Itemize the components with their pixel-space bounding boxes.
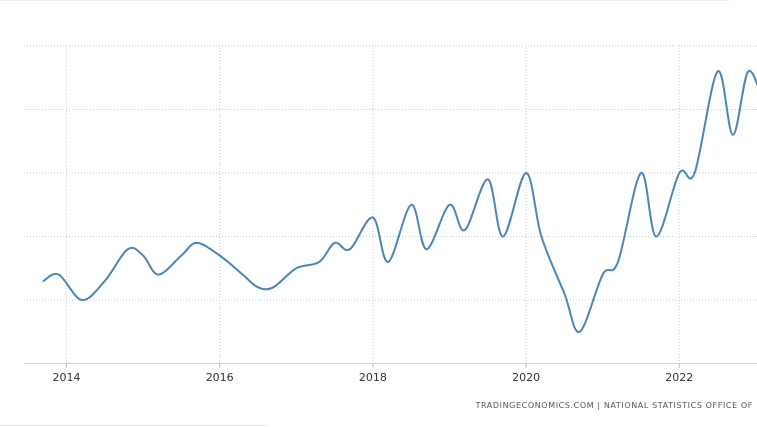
data-point-31: [640, 172, 642, 174]
x-tick-label-3: 2020: [512, 371, 540, 384]
data-point-35: [717, 70, 719, 72]
data-point-22: [464, 229, 466, 231]
data-point-0: [43, 280, 45, 282]
data-point-16: [349, 248, 351, 250]
data-point-2: [81, 299, 83, 301]
data-point-7: [180, 255, 182, 257]
x-tick-label-4: 2022: [665, 371, 693, 384]
x-tick-label-2: 2018: [359, 371, 387, 384]
data-point-14: [318, 261, 320, 263]
x-tick-label-1: 2016: [206, 371, 234, 384]
data-point-19: [410, 204, 412, 206]
data-point-28: [579, 331, 581, 333]
data-point-4: [127, 248, 129, 250]
data-point-25: [525, 172, 527, 174]
x-axis: 2014 2016 2018 2020 2022: [24, 363, 757, 384]
data-point-13: [295, 267, 297, 269]
source-attribution: TRADINGECONOMICS.COM | NATIONAL STATISTI…: [475, 401, 753, 410]
data-point-37: [747, 70, 749, 72]
data-point-9: [219, 255, 221, 257]
x-tick-label-0: 2014: [53, 371, 81, 384]
grid: [24, 45, 757, 364]
top-border: [0, 0, 730, 1]
series-layer: [42, 70, 757, 333]
data-point-33: [678, 172, 680, 174]
data-point-18: [387, 261, 389, 263]
data-point-24: [502, 236, 504, 238]
data-point-10: [242, 274, 244, 276]
data-point-15: [334, 242, 336, 244]
data-point-27: [563, 293, 565, 295]
data-point-11: [257, 286, 259, 288]
data-point-32: [655, 236, 657, 238]
data-point-36: [732, 134, 734, 136]
data-point-3: [104, 280, 106, 282]
data-point-23: [487, 178, 489, 180]
data-point-17: [372, 217, 374, 219]
data-point-20: [426, 248, 428, 250]
bottom-border: [0, 425, 268, 426]
data-point-1: [58, 274, 60, 276]
data-point-26: [540, 236, 542, 238]
data-point-21: [449, 204, 451, 206]
data-point-5: [142, 255, 144, 257]
data-point-12: [272, 286, 274, 288]
data-point-8: [196, 242, 198, 244]
data-point-34: [694, 172, 696, 174]
data-point-30: [617, 261, 619, 263]
data-point-6: [157, 274, 159, 276]
data-point-29: [602, 274, 604, 276]
series-line-0: [42, 70, 757, 333]
